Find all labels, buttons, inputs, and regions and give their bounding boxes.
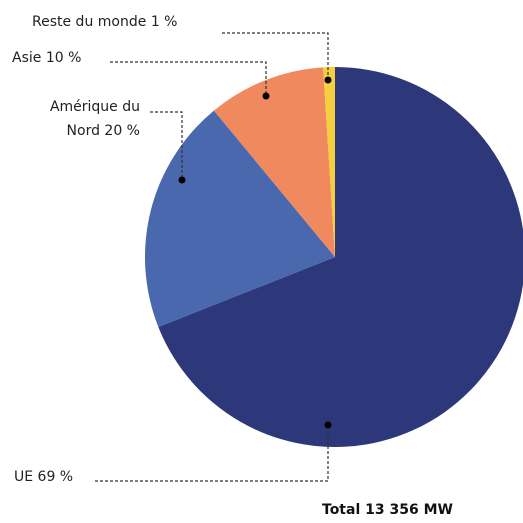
category: Asie: [12, 50, 42, 66]
value-label: 69 %: [37, 469, 74, 485]
pie: [145, 67, 523, 447]
pie-slice: [158, 67, 523, 447]
category: Amérique du Nord: [49, 99, 140, 139]
category: Reste du monde: [32, 14, 147, 30]
leader-dot: [324, 76, 332, 84]
slice-label: Asie 10 %: [12, 46, 81, 70]
value-label: 1 %: [150, 14, 178, 30]
leader-line: [110, 61, 267, 96]
leader-line: [150, 111, 183, 180]
pie-slice: [145, 110, 335, 327]
pie-slice: [213, 67, 335, 257]
leader-dot: [262, 92, 270, 100]
category: UE: [14, 469, 34, 485]
leader-dot: [324, 421, 332, 429]
slice-label: Reste du monde 1 %: [32, 10, 177, 34]
leader-dot: [178, 176, 186, 184]
slice-label: Amérique du Nord 20 %: [20, 95, 140, 143]
leader-line: [95, 425, 329, 482]
slice-label: UE 69 %: [14, 465, 73, 489]
leader-line: [222, 32, 329, 80]
pie-slice: [323, 67, 335, 257]
value-label: 20 %: [104, 123, 140, 139]
total: Total 13 356 MW: [322, 502, 453, 518]
value-label: 10 %: [45, 50, 82, 66]
